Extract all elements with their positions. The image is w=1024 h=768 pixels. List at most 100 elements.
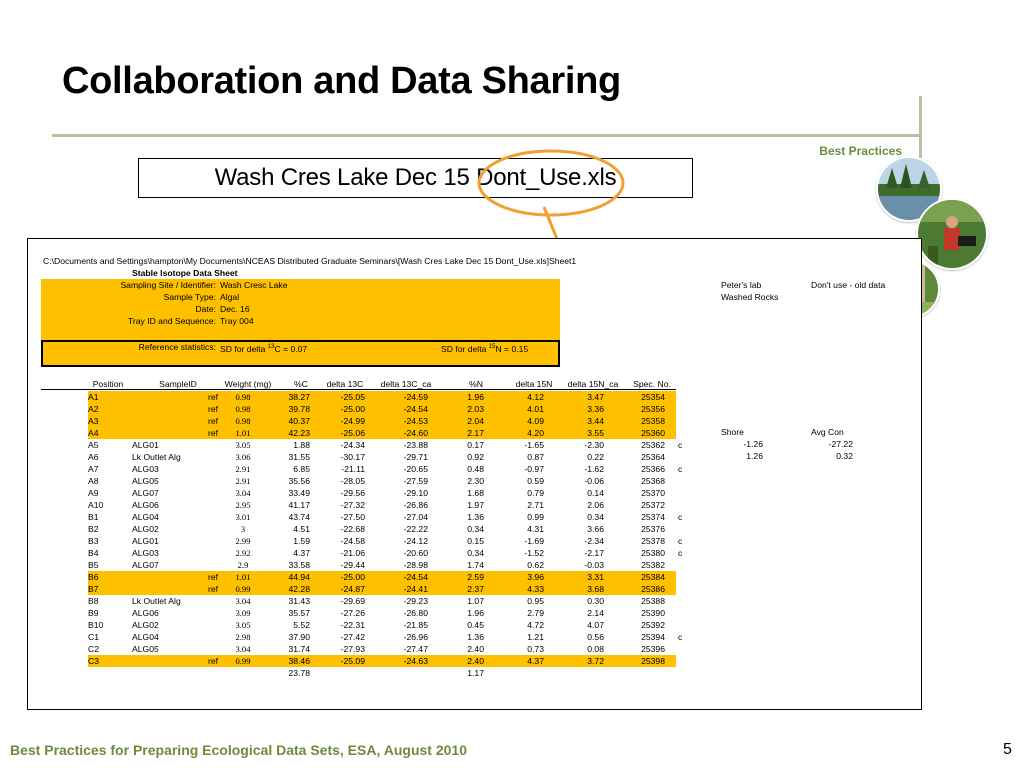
table-cell-d13c: -27.26 <box>340 608 365 618</box>
table-cell-wt: 3.04 <box>235 596 251 606</box>
meta-value: Wash Cresc Lake <box>220 280 288 290</box>
table-cell-pn: 2.40 <box>467 656 484 666</box>
table-cell-pc: 39.78 <box>288 404 310 414</box>
table-cell-d13c: -29.69 <box>340 596 365 606</box>
table-cell-spec: 25364 <box>641 452 665 462</box>
table-cell-pn: 2.04 <box>467 416 484 426</box>
dont-use-note: Don't use - old data <box>811 280 886 290</box>
table-cell-d13c: -29.56 <box>340 488 365 498</box>
table-cell-d13c: -25.05 <box>340 392 365 402</box>
table-cell-wt: 0.99 <box>235 656 251 666</box>
table-cell-d15n: 0.79 <box>527 488 544 498</box>
table-cell-d13cca: -29.23 <box>403 596 428 606</box>
table-cell-d15nca: 0.30 <box>587 596 604 606</box>
table-cell-pc: 35.57 <box>288 608 310 618</box>
table-cell-d15n: 0.59 <box>527 476 544 486</box>
table-cell-id: ALG03 <box>132 464 159 474</box>
table-cell-d13cca: -24.59 <box>403 392 428 402</box>
table-cell-pos: B1 <box>88 512 99 522</box>
table-cell-d13cca: -21.85 <box>403 620 428 630</box>
table-cell-d13cca: -20.65 <box>403 464 428 474</box>
table-cell-flag: c <box>678 440 683 450</box>
meta-label: Tray ID and Sequence: <box>127 316 216 326</box>
table-cell-d15n: 4.31 <box>527 524 544 534</box>
table-cell-d15n: 3.96 <box>527 572 544 582</box>
table-cell-id: ALG02 <box>132 524 159 534</box>
table-cell-pc: 4.51 <box>293 524 310 534</box>
table-cell-d13cca: -26.96 <box>403 632 428 642</box>
table-cell-pn: 0.48 <box>467 464 484 474</box>
table-cell-flag: c <box>678 512 683 522</box>
table-cell-d13cca: -29.10 <box>403 488 428 498</box>
table-cell-d13c: -24.58 <box>340 536 365 546</box>
table-cell-id: ref <box>207 572 218 582</box>
table-cell-wt: 2.91 <box>235 476 251 486</box>
table-cell-d13cca: -26.80 <box>403 608 428 618</box>
table-cell-pos: B3 <box>88 536 99 546</box>
table-cell-d13c: -22.31 <box>340 620 365 630</box>
table-cell-d13cca: -29.71 <box>403 452 428 462</box>
column-header: Position <box>92 379 124 389</box>
file-name-box: Wash Cres Lake Dec 15 Dont_Use.xls <box>138 158 693 198</box>
table-cell-pc: 33.49 <box>288 488 310 498</box>
table-cell-spec: 25396 <box>641 644 665 654</box>
table-cell-wt: 3.05 <box>235 620 251 630</box>
table-cell-d15nca: 3.44 <box>587 416 604 426</box>
lake-photo <box>876 156 942 222</box>
table-cell-id: ALG02 <box>132 620 159 630</box>
table-cell-pc: 31.74 <box>288 644 310 654</box>
table-cell-pn: 0.45 <box>467 620 484 630</box>
table-cell-d15n: 4.12 <box>527 392 544 402</box>
table-cell-d15nca: 0.22 <box>587 452 604 462</box>
table-cell-spec: 25356 <box>641 404 665 414</box>
column-header: delta 13C_ca <box>380 379 432 389</box>
table-cell-spec: 25382 <box>641 560 665 570</box>
peters-lab-note: Peter's lab <box>721 280 762 290</box>
table-cell-d13cca: -27.04 <box>403 512 428 522</box>
table-cell-pc: 44.94 <box>288 572 310 582</box>
table-cell-id: ref <box>207 416 218 426</box>
table-cell-d15nca: 3.66 <box>587 524 604 534</box>
table-cell-d15nca: -1.62 <box>584 464 604 474</box>
table-cell-pos: A4 <box>88 428 99 438</box>
avg-con-value: 0.32 <box>836 451 853 461</box>
table-cell-pn: 0.92 <box>467 452 484 462</box>
table-cell-pc: 38.27 <box>288 392 310 402</box>
table-cell-pos: B10 <box>88 620 104 630</box>
table-cell-pn: 2.40 <box>467 644 484 654</box>
reference-row-highlight <box>88 571 676 583</box>
table-cell-d13c: -27.42 <box>340 632 365 642</box>
table-cell-pn: 1.36 <box>467 512 484 522</box>
table-cell-d13cca: -27.47 <box>403 644 428 654</box>
table-cell-id: ref <box>207 584 218 594</box>
reference-row-highlight <box>88 427 676 439</box>
table-cell-d15n: 0.95 <box>527 596 544 606</box>
table-cell-wt: 3.04 <box>235 488 251 498</box>
meta-value: Algal <box>220 292 240 302</box>
table-cell-d15nca: 3.68 <box>587 584 604 594</box>
table-cell-pc: 42.23 <box>288 428 310 438</box>
table-cell-d15nca: -0.06 <box>584 476 604 486</box>
table-cell-pos: B5 <box>88 560 99 570</box>
table-cell-d13cca: -22.22 <box>403 524 428 534</box>
table-cell-pn: 0.15 <box>467 536 484 546</box>
table-cell-pc: 5.52 <box>293 620 310 630</box>
table-cell-d15nca: 2.06 <box>587 500 604 510</box>
table-cell-pn: 0.34 <box>467 524 484 534</box>
table-cell-d15nca: -0.03 <box>584 560 604 570</box>
table-cell-d13c: -24.99 <box>340 416 365 426</box>
table-cell-pos: A8 <box>88 476 99 486</box>
table-cell-pos: A6 <box>88 452 99 462</box>
table-cell-d13cca: -27.59 <box>403 476 428 486</box>
reference-row-highlight <box>88 391 676 403</box>
table-cell-spec: 25386 <box>641 584 665 594</box>
table-cell-pc: 31.43 <box>288 596 310 606</box>
column-header: Spec. No. <box>633 379 671 389</box>
reference-row-highlight <box>88 655 676 667</box>
table-cell-id: ALG07 <box>132 560 159 570</box>
table-cell-pos: A7 <box>88 464 99 474</box>
avg-con-label: Avg Con <box>811 427 844 437</box>
table-cell-d15nca: 3.36 <box>587 404 604 414</box>
table-cell-id: ref <box>207 656 218 666</box>
table-cell-d15n: 4.72 <box>527 620 544 630</box>
